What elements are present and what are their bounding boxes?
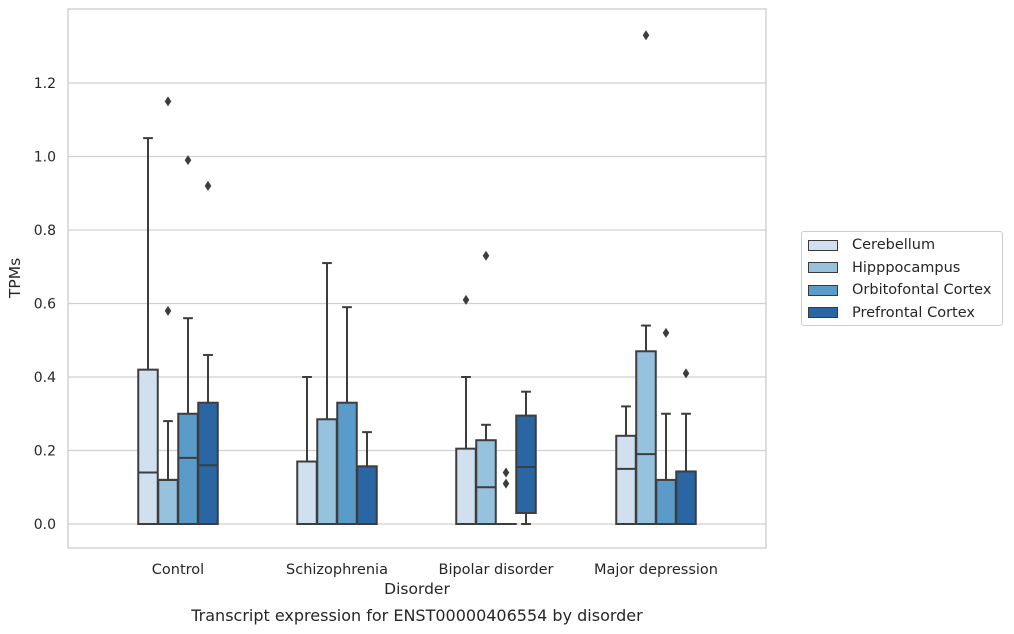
legend-item: Hipppocampus xyxy=(808,258,960,278)
box-hipppocampus xyxy=(157,96,179,525)
box-prefrontal-cortex xyxy=(356,431,378,525)
box-iqr xyxy=(336,401,358,526)
y-axis-ticks: 0.0 0.2 0.4 0.6 0.8 1.0 1.2 xyxy=(34,76,56,533)
box-cerebellum xyxy=(455,294,477,526)
legend-label: Hipppocampus xyxy=(852,259,961,276)
outlier-point xyxy=(642,30,650,41)
box-hipppocampus xyxy=(475,250,497,525)
box-iqr xyxy=(316,418,338,526)
box-prefrontal-cortex xyxy=(675,368,697,526)
outlier-point xyxy=(502,467,510,478)
box-iqr xyxy=(475,439,497,525)
y-axis-label: TPMs xyxy=(6,258,24,299)
plot-area-frame xyxy=(67,8,767,549)
box-orbitofontal-cortex xyxy=(177,155,199,525)
box-hipppocampus xyxy=(635,30,657,525)
legend-item: Prefrontal Cortex xyxy=(808,303,975,323)
outlier-point xyxy=(682,368,690,379)
legend: Cerebellum Hipppocampus Orbitofontal Corte… xyxy=(801,231,1003,326)
box-iqr xyxy=(137,368,159,525)
outlier-point xyxy=(164,96,172,107)
box-prefrontal-cortex xyxy=(197,180,219,526)
x-tick-label: Control xyxy=(152,562,204,578)
legend-label: Prefrontal Cortex xyxy=(852,304,975,321)
legend-swatch xyxy=(808,262,838,273)
box-hipppocampus xyxy=(316,262,338,526)
x-axis-label: Disorder xyxy=(384,580,450,598)
box-iqr xyxy=(635,350,657,525)
legend-item: Orbitofontal Cortex xyxy=(808,280,991,300)
legend-label: Orbitofontal Cortex xyxy=(852,282,992,298)
x-tick-label: Schizophrenia xyxy=(286,562,388,578)
outlier-point xyxy=(164,305,172,316)
x-tick-label: Bipolar disorder xyxy=(439,562,554,578)
box-iqr xyxy=(197,401,219,526)
y-tick-label: 0.6 xyxy=(34,297,56,313)
y-tick-label: 0.8 xyxy=(34,223,56,239)
box-iqr xyxy=(515,414,537,514)
y-gridlines xyxy=(68,82,766,525)
box-cerebellum xyxy=(137,137,159,525)
y-tick-label: 0.2 xyxy=(34,444,56,460)
figure-caption: Transcript expression for ENST0000040655… xyxy=(191,606,643,625)
legend-swatch xyxy=(808,307,838,318)
box-iqr xyxy=(157,478,179,525)
legend-swatch xyxy=(808,284,838,296)
box-orbitofontal-cortex xyxy=(495,467,517,526)
x-axis-ticks: Control Schizophrenia Bipolar disorder Majo… xyxy=(152,562,718,578)
box-prefrontal-cortex xyxy=(515,390,537,525)
y-tick-label: 0.0 xyxy=(34,517,56,533)
outlier-point xyxy=(204,180,212,191)
x-tick-label: Major depression xyxy=(594,562,718,578)
box-orbitofontal-cortex xyxy=(336,306,358,526)
outlier-point xyxy=(662,327,670,338)
box-orbitofontal-cortex xyxy=(655,327,677,525)
box-iqr xyxy=(455,447,477,526)
box-iqr xyxy=(356,465,378,525)
box-iqr xyxy=(177,412,199,525)
box-iqr xyxy=(675,470,697,526)
legend-label: Cerebellum xyxy=(852,237,936,253)
y-tick-label: 1.2 xyxy=(34,76,56,92)
legend-item: Cerebellum xyxy=(808,235,935,255)
box-iqr xyxy=(615,434,637,525)
box-cerebellum xyxy=(615,405,637,525)
y-tick-label: 0.4 xyxy=(34,370,56,386)
box-plot-series xyxy=(137,30,697,526)
legend-swatch xyxy=(808,239,838,251)
y-tick-label: 1.0 xyxy=(34,150,56,166)
outlier-point xyxy=(462,294,470,305)
outlier-point xyxy=(184,155,192,166)
outlier-point xyxy=(502,478,510,489)
outlier-point xyxy=(482,250,490,261)
box-iqr xyxy=(655,478,677,525)
box-cerebellum xyxy=(296,376,318,525)
box-iqr xyxy=(296,460,318,525)
